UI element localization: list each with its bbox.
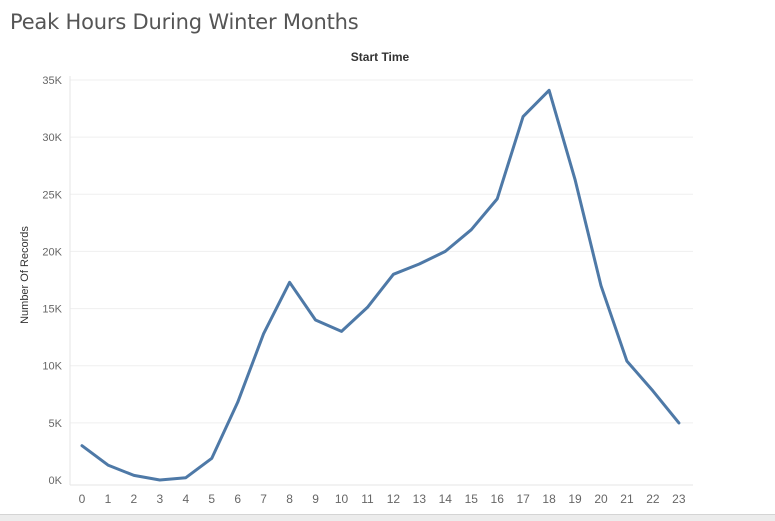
x-tick-label: 19	[568, 492, 582, 506]
x-tick-label: 2	[131, 492, 138, 506]
y-tick-label: 25K	[42, 189, 62, 201]
data-point[interactable]	[545, 86, 553, 94]
x-tick-label: 4	[182, 492, 189, 506]
data-point[interactable]	[234, 398, 242, 406]
data-point[interactable]	[571, 175, 579, 183]
chart-title: Start Time	[351, 50, 410, 64]
y-tick-label: 35K	[42, 75, 62, 87]
x-tick-label: 8	[286, 492, 293, 506]
grid-lines	[70, 79, 693, 424]
x-tick-label: 17	[516, 492, 530, 506]
data-point[interactable]	[415, 260, 423, 268]
y-tick-label: 30K	[42, 132, 62, 144]
data-point[interactable]	[493, 195, 501, 203]
data-point[interactable]	[519, 113, 527, 121]
y-tick-label: 20K	[42, 246, 62, 258]
y-tick-label: 5K	[49, 418, 63, 430]
x-tick-label: 10	[335, 492, 349, 506]
data-point[interactable]	[649, 387, 657, 395]
data-point[interactable]	[208, 454, 216, 462]
x-tick-label: 0	[79, 492, 86, 506]
x-tick-label: 12	[387, 492, 401, 506]
data-point[interactable]	[286, 278, 294, 286]
data-point[interactable]	[104, 461, 112, 469]
series-layer	[78, 86, 683, 484]
data-point[interactable]	[338, 327, 346, 335]
x-tick-label: 11	[361, 492, 374, 506]
data-point[interactable]	[675, 419, 683, 427]
data-point[interactable]	[78, 442, 86, 450]
y-tick-label: 10K	[42, 361, 62, 373]
x-tick-label: 13	[413, 492, 427, 506]
series-line	[80, 88, 681, 482]
x-tick-label: 21	[620, 492, 634, 506]
x-tick-label: 3	[157, 492, 164, 506]
data-point[interactable]	[467, 226, 475, 234]
x-tick-label: 15	[465, 492, 479, 506]
data-point[interactable]	[389, 270, 397, 278]
data-point[interactable]	[312, 316, 320, 324]
data-point[interactable]	[130, 471, 138, 479]
x-tick-label: 23	[672, 492, 686, 506]
data-point[interactable]	[363, 303, 371, 311]
data-point[interactable]	[623, 357, 631, 365]
x-tick-label: 6	[234, 492, 241, 506]
data-point[interactable]	[156, 476, 164, 484]
x-tick-label: 7	[260, 492, 267, 506]
data-point[interactable]	[441, 247, 449, 255]
x-tick-label: 20	[594, 492, 608, 506]
y-axis-label: Number Of Records	[19, 226, 31, 324]
x-tick-label: 22	[646, 492, 660, 506]
data-point[interactable]	[182, 474, 190, 482]
x-tick-label: 16	[491, 492, 505, 506]
x-tick-label: 14	[439, 492, 453, 506]
y-tick-label: 15K	[42, 304, 62, 316]
data-point[interactable]	[597, 282, 605, 290]
bottom-scroll-bar	[0, 514, 775, 521]
data-point[interactable]	[260, 330, 268, 338]
x-tick-label: 9	[312, 492, 319, 506]
y-tick-label: 0K	[49, 475, 63, 487]
x-tick-label: 1	[105, 492, 112, 506]
x-tick-label: 18	[542, 492, 556, 506]
page-title: Peak Hours During Winter Months	[10, 10, 359, 34]
x-tick-label: 5	[208, 492, 215, 506]
